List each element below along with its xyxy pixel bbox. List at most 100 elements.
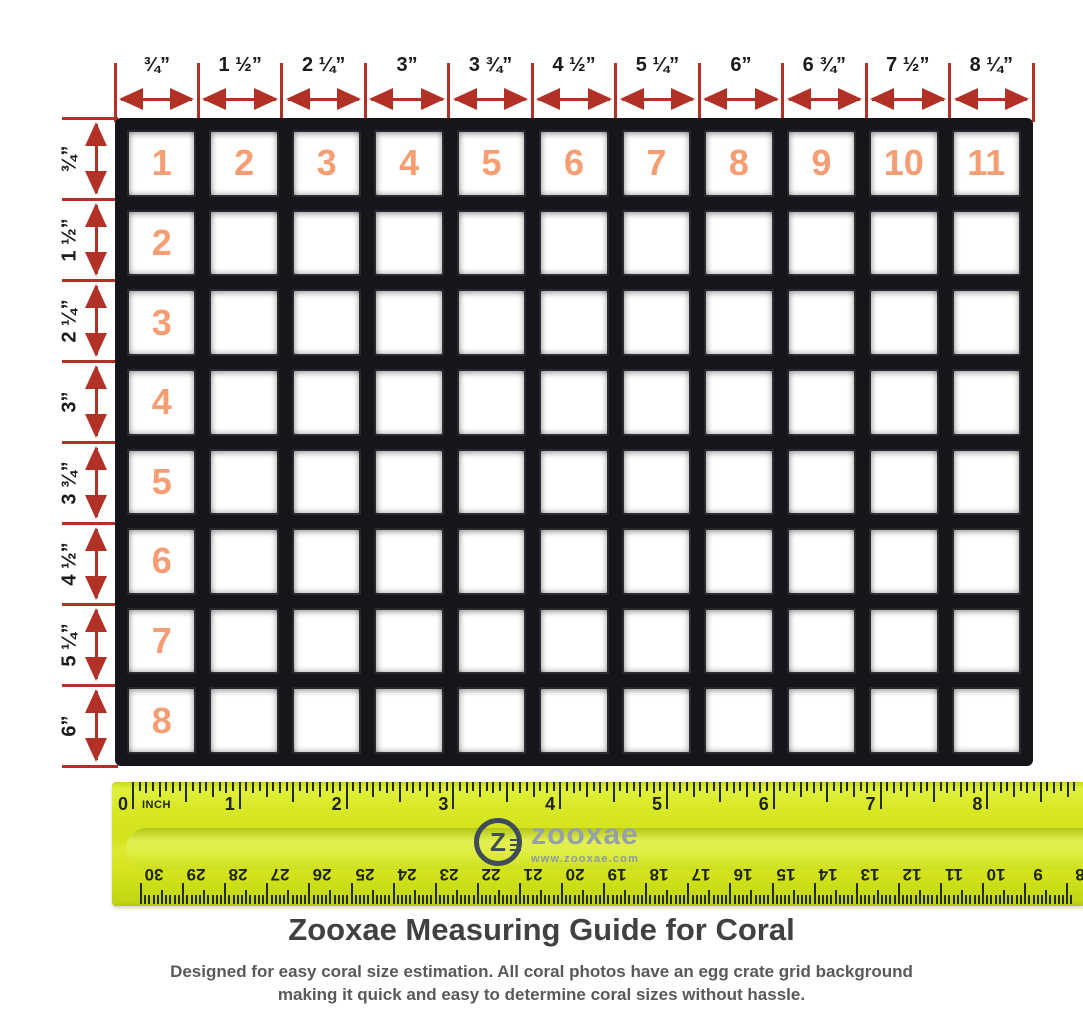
cm-tick	[379, 895, 382, 904]
grid-cell	[951, 368, 1021, 436]
inch-tick	[892, 782, 895, 793]
inch-tick	[832, 782, 835, 791]
top-scale-tick	[113, 63, 117, 122]
cm-tick	[215, 895, 218, 904]
cm-tick	[918, 890, 921, 904]
inch-tick	[1046, 782, 1049, 791]
cm-tick	[1003, 890, 1006, 904]
grid-cell	[291, 607, 362, 675]
inch-tick	[726, 782, 729, 791]
cm-tick	[548, 895, 551, 904]
grid-cell	[704, 448, 774, 516]
left-scale-label: 5 ¼”	[58, 622, 81, 667]
cm-number: 22	[481, 865, 501, 884]
cm-tick	[535, 895, 538, 904]
cm-tick	[177, 895, 180, 904]
cm-tick	[375, 895, 378, 904]
cm-tick	[561, 883, 563, 904]
grid-cell	[621, 289, 692, 356]
cm-tick	[876, 890, 879, 904]
cm-tick	[438, 895, 441, 904]
cm-tick	[674, 895, 677, 904]
inch-tick	[959, 782, 962, 797]
left-scale-tick	[62, 197, 118, 201]
cm-tick	[396, 895, 399, 904]
cm-tick	[148, 895, 151, 904]
cm-number: 23	[439, 865, 459, 884]
grid-cell	[869, 528, 939, 595]
cm-tick	[434, 883, 437, 904]
cm-tick	[422, 895, 425, 904]
grid-cell	[951, 289, 1021, 356]
inch-tick	[145, 782, 148, 793]
top-scale-tick	[781, 63, 785, 122]
left-scale-tick	[62, 440, 118, 444]
top-scale-label: 4 ½”	[552, 54, 596, 76]
cm-tick	[944, 895, 947, 904]
grid-cell	[374, 368, 444, 436]
cm-tick	[763, 895, 766, 904]
grid-cell: 6	[539, 130, 609, 197]
grid-cell-number: 2	[234, 142, 255, 184]
grid-cell	[456, 528, 527, 595]
grid-cell	[621, 528, 692, 595]
arrow-line	[94, 124, 98, 193]
cm-tick	[481, 895, 483, 904]
cm-tick	[291, 895, 294, 904]
grid-cell: 8	[704, 130, 774, 197]
inch-tick	[292, 782, 295, 802]
inch-tick	[285, 782, 288, 791]
cm-tick	[459, 895, 462, 904]
top-scale-tick	[530, 63, 534, 122]
left-scale-label: 3”	[58, 390, 81, 413]
inch-tick	[479, 782, 482, 797]
top-scale-label: 8 ¼”	[969, 54, 1013, 76]
cm-tick	[939, 883, 942, 904]
cm-tick	[274, 895, 277, 904]
cm-number: 28	[228, 865, 248, 884]
inch-tick	[579, 782, 582, 791]
cm-tick	[872, 895, 875, 904]
inch-tick	[1073, 782, 1076, 791]
grid-cell	[786, 289, 857, 356]
cm-tick	[316, 895, 319, 904]
grid-cell	[951, 687, 1021, 754]
cm-tick	[956, 895, 959, 904]
grid-cell	[291, 687, 362, 754]
cm-tick	[792, 890, 795, 904]
cm-tick	[800, 895, 803, 904]
ruler-inch-scale: 0 1 2 3 4 5 6 7 8 INCH	[112, 782, 1083, 906]
cm-tick	[678, 895, 681, 904]
cm-tick	[228, 895, 231, 904]
grid-cell-number: 2	[151, 221, 172, 263]
cm-tick	[662, 895, 665, 904]
inch-tick	[612, 782, 615, 802]
cm-tick	[1061, 895, 1064, 904]
cm-tick	[969, 895, 972, 904]
cm-tick	[653, 895, 656, 904]
cm-tick	[965, 895, 968, 904]
inch-tick	[1033, 782, 1036, 791]
grid-cell	[704, 368, 774, 436]
cm-tick	[897, 883, 900, 904]
inch-tick	[499, 782, 502, 791]
arrow-line	[371, 97, 443, 101]
grid-cell	[456, 448, 527, 516]
cm-tick	[973, 895, 976, 904]
cm-tick	[409, 895, 412, 904]
cm-tick	[859, 895, 862, 904]
cm-tick	[257, 895, 260, 904]
cm-tick	[767, 895, 770, 904]
grid-cell: 2	[209, 130, 279, 197]
cm-tick	[472, 895, 475, 904]
inch-tick	[318, 782, 321, 797]
cm-tick	[666, 890, 669, 904]
top-scale-arrow	[285, 88, 362, 110]
cm-tick	[203, 890, 206, 904]
cm-tick	[784, 895, 787, 904]
cm-tick	[144, 895, 147, 904]
cm-tick	[295, 895, 298, 904]
grid-cell	[291, 289, 362, 356]
cm-tick	[796, 895, 799, 904]
inch-tick	[819, 782, 822, 791]
